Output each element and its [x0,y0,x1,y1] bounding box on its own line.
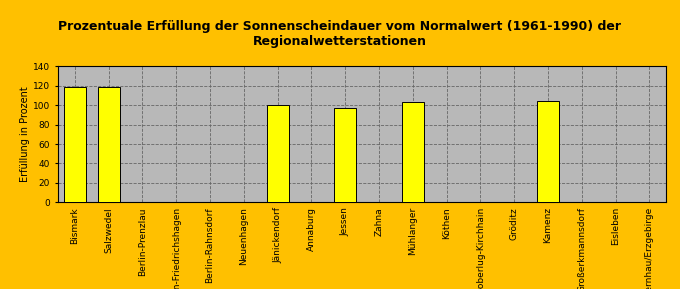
Y-axis label: Erfüllung in Prozent: Erfüllung in Prozent [20,86,30,182]
Bar [267,105,288,202]
Bar [334,108,356,202]
Bar [537,101,559,202]
Text: Prozentuale Erfüllung der Sonnenscheindauer vom Normalwert (1961-1990) der
Regio: Prozentuale Erfüllung der Sonnenscheinda… [58,20,622,48]
Bar [97,87,120,202]
Bar [402,102,424,202]
Bar [64,87,86,202]
